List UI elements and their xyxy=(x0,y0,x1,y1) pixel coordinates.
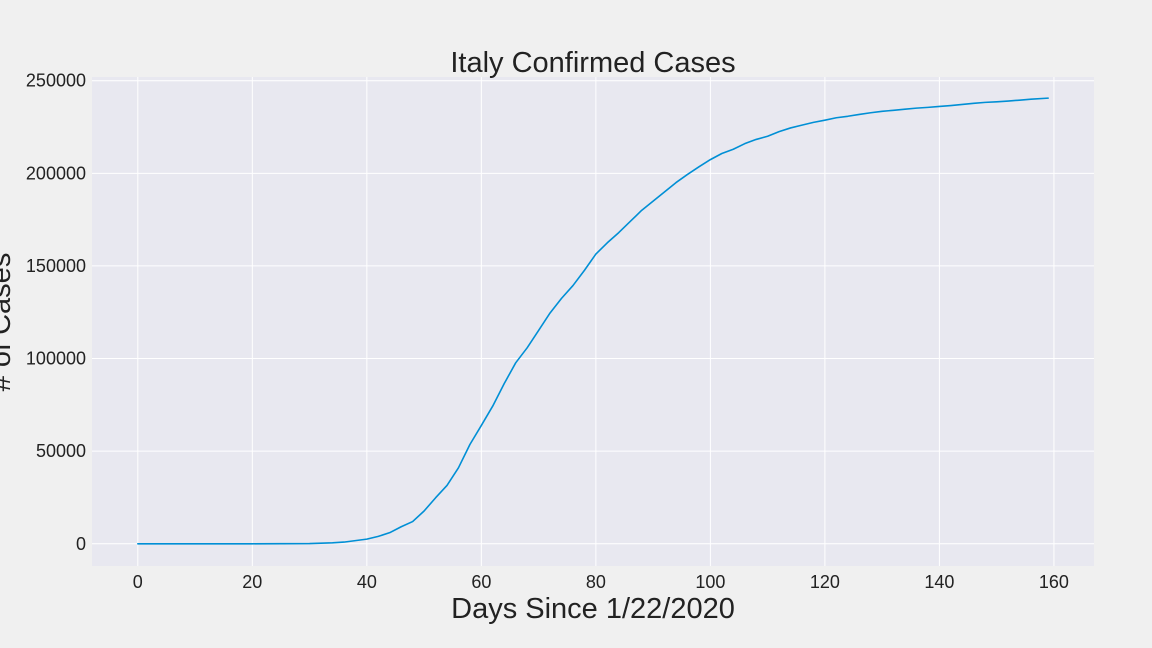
tick-labels: 0 20 40 60 80 100 120 140 160 0 50000 100000 150000 2… xyxy=(26,71,1069,592)
x-tick-label: 0 xyxy=(133,572,143,592)
series-line xyxy=(137,97,1049,545)
y-axis-label: # of Cases xyxy=(0,253,17,392)
x-axis-label: Days Since 1/22/2020 xyxy=(451,593,735,625)
series-layer xyxy=(137,97,1049,545)
plot-area xyxy=(92,77,1094,566)
chart-title: Italy Confirmed Cases xyxy=(450,47,735,79)
y-tick-label: 150000 xyxy=(26,256,86,276)
y-tick-label: 50000 xyxy=(36,441,86,461)
grid xyxy=(92,77,1094,566)
y-tick-label: 250000 xyxy=(26,71,86,91)
x-tick-label: 20 xyxy=(242,572,262,592)
x-tick-label: 120 xyxy=(810,572,840,592)
y-tick-label: 100000 xyxy=(26,349,86,369)
x-tick-label: 60 xyxy=(471,572,491,592)
x-tick-label: 80 xyxy=(586,572,606,592)
y-tick-label: 200000 xyxy=(26,163,86,183)
x-tick-label: 160 xyxy=(1039,572,1069,592)
x-tick-label: 100 xyxy=(695,572,725,592)
x-tick-label: 140 xyxy=(924,572,954,592)
x-tick-label: 40 xyxy=(357,572,377,592)
y-tick-label: 0 xyxy=(76,534,86,554)
